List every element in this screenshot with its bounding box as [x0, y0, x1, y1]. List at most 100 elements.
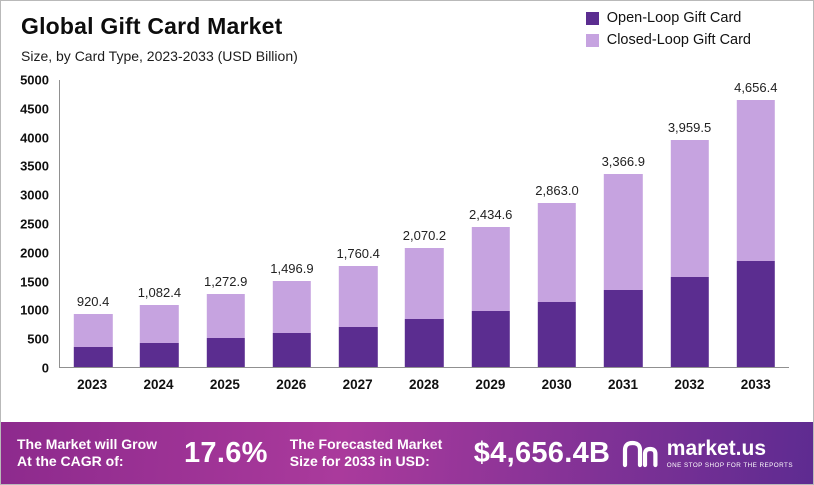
- bar-value-label: 1,272.9: [203, 273, 248, 289]
- brand-lockup: market.us ONE STOP SHOP FOR THE REPORTS: [622, 438, 797, 469]
- bar-value-label: 1,760.4: [336, 245, 380, 261]
- bar-segment-open-loop: [338, 326, 378, 367]
- x-axis-label: 2033: [740, 377, 771, 392]
- stacked-bar: [537, 202, 577, 367]
- bar-segment-open-loop: [670, 276, 709, 367]
- bar-segment-closed-loop: [604, 173, 643, 291]
- page-title: Global Gift Card Market: [21, 13, 283, 39]
- legend-item-open-loop: Open-Loop Gift Card: [585, 10, 751, 26]
- bar-segment-closed-loop: [471, 227, 510, 312]
- x-axis-label: 2030: [541, 377, 572, 392]
- y-axis-tick-label: 3000: [20, 187, 49, 203]
- brand-name: market.us: [666, 436, 767, 460]
- footer-banner: The Market will Grow At the CAGR of: 17.…: [1, 422, 813, 484]
- bar-segment-open-loop: [471, 311, 510, 367]
- stacked-bar: [405, 248, 444, 367]
- bar-value-label: 920.4: [76, 294, 110, 310]
- stacked-bar: [604, 173, 643, 367]
- bar-group: 1,082.4: [126, 80, 192, 367]
- bar-group: 2,863.0: [524, 80, 590, 367]
- stacked-bar: [272, 281, 312, 367]
- x-axis-label: 2026: [276, 377, 307, 392]
- stacked-bar: [140, 304, 179, 367]
- forecast-value: $4,656.4B: [473, 436, 611, 469]
- stacked-bar: [73, 314, 113, 367]
- bar-value-label: 2,070.2: [402, 228, 447, 244]
- stacked-bar: [338, 265, 378, 367]
- bar-segment-open-loop: [206, 338, 245, 367]
- bar-group: 3,959.5: [656, 80, 722, 367]
- bar-segment-closed-loop: [206, 293, 245, 339]
- stacked-bar: [670, 139, 709, 367]
- y-axis-tick-label: 4500: [20, 101, 49, 117]
- bar-value-label: 2,863.0: [535, 182, 579, 198]
- bar-group: 4,656.4: [723, 80, 789, 367]
- x-axis-label: 2024: [143, 377, 174, 392]
- bar-value-label: 2,434.6: [469, 207, 513, 223]
- bar-group: 1,760.4: [325, 80, 391, 367]
- legend-label-closed-loop: Closed-Loop Gift Card: [606, 32, 751, 48]
- header: Global Gift Card Market Size, by Card Ty…: [1, 1, 813, 64]
- x-axis-label: 2029: [475, 377, 506, 392]
- cagr-label: The Market will Grow At the CAGR of:: [17, 435, 158, 470]
- x-axis-label: 2025: [209, 377, 240, 392]
- legend-swatch-closed-loop: [585, 33, 599, 47]
- stacked-bar: [206, 293, 245, 367]
- x-axis-label: 2031: [608, 377, 639, 392]
- y-axis-tick-label: 4000: [20, 130, 49, 146]
- stacked-bar: [736, 99, 775, 367]
- y-axis-tick-label: 500: [27, 331, 49, 347]
- plot-area: 920.4 1,082.4 1,272.9 1,496.9 1,760.4 2,070.2…: [59, 80, 789, 368]
- y-axis-tick-label: 1500: [20, 274, 49, 290]
- brand-tagline: ONE STOP SHOP FOR THE REPORTS: [666, 461, 793, 469]
- bar-value-label: 4,656.4: [734, 79, 778, 95]
- page-subtitle: Size, by Card Type, 2023-2033 (USD Billi…: [21, 48, 298, 64]
- bar-value-label: 1,496.9: [270, 261, 314, 277]
- bar-group: 920.4: [60, 80, 126, 367]
- x-axis: 2023 2024 2025 2026 2027 2028 2029 2030 2031 2032…: [59, 368, 789, 392]
- y-axis-tick-label: 5000: [20, 72, 49, 88]
- bar-segment-closed-loop: [537, 202, 577, 302]
- bar-segment-open-loop: [604, 290, 643, 367]
- brand-text: market.us ONE STOP SHOP FOR THE REPORTS: [667, 438, 793, 469]
- legend-label-open-loop: Open-Loop Gift Card: [606, 10, 742, 26]
- forecast-label: The Forecasted Market Size for 2033 in U…: [289, 435, 443, 470]
- bar-group: 2,070.2: [391, 80, 457, 367]
- bar-segment-open-loop: [537, 301, 577, 367]
- bar-segment-open-loop: [272, 333, 312, 367]
- bar-segment-closed-loop: [73, 314, 113, 347]
- market-us-logo-icon: [622, 440, 658, 468]
- bar-segment-open-loop: [405, 319, 444, 367]
- bar-segment-closed-loop: [272, 281, 312, 334]
- bar-segment-closed-loop: [405, 248, 444, 320]
- y-axis-tick-label: 2500: [20, 216, 49, 232]
- x-axis-label: 2023: [77, 377, 108, 392]
- bar-value-label: 1,082.4: [137, 284, 182, 300]
- chart: 0 500 1000 1500 2000 2500 3000 3500 4000 4500 5000…: [13, 73, 789, 376]
- x-axis-label: 2032: [674, 377, 705, 392]
- y-axis-tick-label: 1000: [20, 302, 49, 318]
- legend-swatch-open-loop: [585, 11, 599, 25]
- stacked-bar: [471, 227, 510, 367]
- bar-group: 3,366.9: [590, 80, 656, 367]
- bar-segment-closed-loop: [670, 139, 709, 277]
- legend-item-closed-loop: Closed-Loop Gift Card: [585, 32, 751, 48]
- legend: Open-Loop Gift Card Closed-Loop Gift Car…: [585, 10, 751, 54]
- x-axis-label: 2027: [342, 377, 373, 392]
- y-axis-tick-label: 0: [41, 360, 49, 376]
- y-axis: 0 500 1000 1500 2000 2500 3000 3500 4000 4500 5000: [13, 73, 59, 376]
- bar-segment-closed-loop: [338, 265, 378, 327]
- y-axis-tick-label: 2000: [20, 245, 49, 261]
- bar-segment-open-loop: [140, 342, 179, 367]
- bar-value-label: 3,959.5: [667, 119, 712, 135]
- bar-segment-open-loop: [73, 346, 113, 367]
- bar-segment-closed-loop: [140, 304, 179, 343]
- y-axis-tick-label: 3500: [20, 158, 49, 174]
- x-axis-label: 2028: [408, 377, 439, 392]
- bar-segment-open-loop: [736, 260, 775, 367]
- bar-value-label: 3,366.9: [601, 153, 645, 169]
- bar-group: 1,272.9: [193, 80, 259, 367]
- bar-group: 2,434.6: [458, 80, 524, 367]
- bar-segment-closed-loop: [736, 99, 775, 261]
